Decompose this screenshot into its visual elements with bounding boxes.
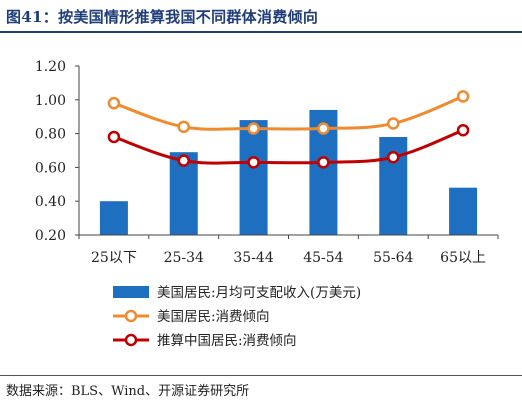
cn-propensity-point-5 — [456, 123, 470, 137]
bar-series — [99, 109, 478, 235]
y-tick-label: 0.40 — [35, 194, 66, 210]
x-tick-label: 55-64 — [373, 250, 413, 266]
legend-label-0: 美国居民:月均可支配收入(万美元) — [157, 285, 361, 301]
cn-propensity-point-3 — [317, 156, 330, 169]
x-tick-label: 25以下 — [91, 250, 137, 266]
line-series — [107, 90, 470, 169]
y-tick-label: 1.20 — [35, 59, 66, 75]
figure-title: 图41：按美国情形推算我国不同群体消费倾向 — [6, 8, 319, 26]
source-note: 数据来源：BLS、Wind、开源证券研究所 — [6, 384, 250, 399]
cn-propensity-point-0 — [107, 130, 121, 144]
cn-propensity-point-1 — [177, 154, 190, 167]
legend-swatch-marker — [124, 309, 138, 323]
bar-income-2 — [239, 120, 268, 235]
us-propensity-point-5 — [456, 90, 470, 103]
y-tick-label: 0.20 — [35, 228, 66, 244]
us-propensity-point-3 — [317, 122, 330, 135]
y-tick-label: 1.00 — [35, 93, 66, 109]
us-propensity-point-4 — [387, 117, 400, 130]
legend-swatch-marker — [124, 333, 138, 347]
x-tick-label: 45-54 — [303, 250, 343, 266]
bar-income-5 — [449, 187, 478, 235]
cn-propensity-point-4 — [387, 151, 400, 164]
legend-label-1: 美国居民:消费倾向 — [157, 309, 270, 325]
chart: 0.20 0.40 0.60 0.80 1.00 1.20 25以下 25-34 35-44 4… — [35, 59, 499, 349]
x-tick-label: 65以上 — [440, 250, 486, 266]
x-tick-label: 25-34 — [164, 250, 204, 266]
bar-income-0 — [99, 201, 128, 235]
legend-label-2: 推算中国居民:消费倾向 — [157, 333, 297, 349]
title-divider — [0, 31, 522, 33]
us-propensity-line — [113, 95, 464, 131]
x-tick-label: 35-44 — [233, 250, 273, 266]
y-tick-label: 0.80 — [35, 127, 66, 143]
legend-swatch-bar — [113, 286, 149, 298]
us-propensity-point-2 — [247, 122, 260, 135]
cn-propensity-line — [113, 128, 464, 165]
us-propensity-point-1 — [177, 120, 190, 134]
us-propensity-point-0 — [107, 96, 121, 110]
y-axis: 0.20 0.40 0.60 0.80 1.00 1.20 — [35, 59, 80, 244]
footer-divider — [0, 375, 522, 376]
x-axis: 25以下 25-34 35-44 45-54 55-64 65以上 — [78, 234, 499, 266]
cn-propensity-point-2 — [247, 156, 260, 169]
y-tick-label: 0.60 — [35, 160, 66, 176]
